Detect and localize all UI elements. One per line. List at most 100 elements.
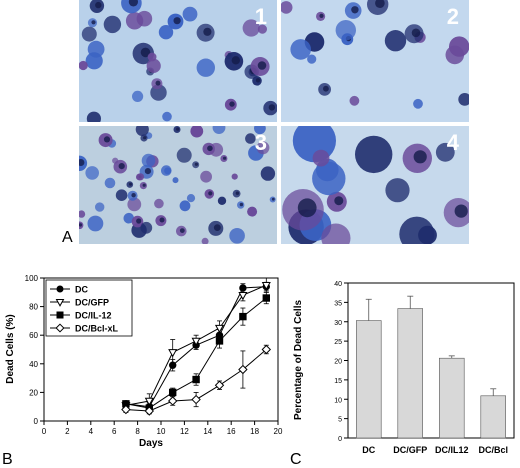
data-point: [167, 396, 178, 406]
cell: [103, 15, 122, 34]
line-chart-y-label: Dead Cells (%): [5, 314, 16, 383]
cell: [231, 173, 238, 180]
line-chart-x-label: Days: [139, 438, 163, 449]
cell: [201, 237, 209, 244]
cell: [307, 54, 317, 64]
cell: [154, 198, 164, 209]
cell: [281, 1, 293, 14]
cell: [85, 166, 99, 180]
panel-letter-a: A: [62, 229, 73, 246]
cell: [86, 111, 101, 122]
y-tick-label: 20: [334, 359, 342, 366]
cell: [95, 202, 105, 212]
data-point: [214, 324, 225, 334]
data-point: [238, 291, 248, 301]
series-dc-bcl-xl: [121, 344, 272, 416]
cell: [172, 177, 179, 184]
bar-chart: 0 5 10 15 20 25 30 35 40 DC DC/GFP DC/IL12 DC/Bcl Pe…: [290, 281, 515, 468]
cell-nucleus: [194, 162, 198, 166]
cell: [200, 170, 212, 183]
cell: [445, 45, 465, 65]
bar-chart-y-label: Percentage of Dead Cells: [293, 300, 304, 420]
x-tick-label: 12: [180, 427, 189, 436]
line-chart-legend: DC DC/GFP DC/IL-12 DC/Bcl-xL: [45, 279, 133, 337]
cell-nucleus: [271, 197, 275, 201]
micrograph-label-4: 4: [446, 130, 459, 155]
y-tick-label: 10: [334, 397, 342, 404]
bar-chart-tick-labels: 0 5 10 15 20 25 30 35 40 DC DC/GFP DC/IL12 DC/Bcl: [334, 281, 508, 455]
cell: [115, 189, 128, 201]
y-tick-label: 40: [29, 360, 38, 369]
data-point: [56, 285, 64, 293]
category-label: DC: [362, 445, 375, 455]
cell: [79, 60, 88, 71]
cell: [136, 173, 145, 181]
y-tick-label: 40: [334, 281, 342, 288]
x-tick-label: 20: [274, 427, 283, 436]
cell-nucleus: [173, 17, 181, 25]
data-point: [261, 344, 272, 355]
cell: [141, 153, 156, 168]
data-point: [168, 349, 178, 358]
cell: [385, 178, 410, 203]
cell: [458, 93, 469, 106]
cell: [217, 196, 227, 205]
cell-nucleus: [223, 156, 227, 160]
y-tick-label: 100: [25, 274, 39, 283]
data-point: [239, 312, 247, 321]
x-tick-label: 4: [89, 427, 94, 436]
cell-nucleus: [155, 80, 161, 86]
cell: [355, 135, 393, 174]
cell-nucleus: [235, 191, 240, 195]
cell-nucleus: [411, 28, 421, 38]
legend-label: DC/IL-12: [75, 311, 112, 321]
cell: [349, 95, 360, 106]
cell-nucleus: [103, 136, 111, 143]
cell: [321, 223, 351, 244]
cell: [190, 126, 204, 138]
cell-nucleus: [91, 20, 96, 25]
cell: [146, 58, 161, 73]
cell-nucleus: [207, 145, 213, 152]
y-tick-label: 80: [29, 303, 38, 312]
line-chart-axes: [40, 277, 279, 425]
line-chart: 0 2 4 6 8 10 12 14 16 18 20 0 20 40 60 80 100 Days Dead …: [2, 274, 283, 468]
x-tick-label: 16: [227, 427, 236, 436]
y-tick-label: 20: [29, 388, 38, 397]
cell: [87, 40, 105, 58]
cell-nucleus: [136, 218, 142, 224]
micrograph-label-2: 2: [446, 4, 459, 29]
micrograph-label-1: 1: [254, 4, 267, 29]
x-tick-label: 10: [157, 427, 166, 436]
cell: [435, 142, 455, 162]
data-point: [261, 281, 271, 291]
cell-nucleus: [140, 47, 151, 58]
cell: [212, 126, 226, 134]
y-tick-label: 0: [338, 436, 342, 443]
category-label: DC/Bcl: [478, 445, 508, 455]
category-label: DC/IL12: [435, 445, 469, 455]
category-label: DC/GFP: [393, 445, 427, 455]
cell-nucleus: [351, 6, 359, 14]
panel-letter-c: C: [290, 451, 302, 468]
cell-nucleus: [179, 228, 185, 233]
cell: [256, 141, 270, 155]
data-point: [191, 394, 201, 405]
cell: [104, 177, 116, 189]
micrograph-3: 3: [79, 126, 277, 244]
cell-nucleus: [323, 85, 329, 92]
legend-label: DC: [75, 285, 88, 295]
cell-nucleus: [176, 127, 180, 131]
y-tick-label: 60: [29, 331, 38, 340]
cell: [254, 126, 266, 135]
cell: [87, 215, 104, 232]
cell: [176, 147, 192, 163]
micrograph-2: 2: [281, 0, 469, 122]
cell: [312, 149, 330, 167]
data-point: [169, 388, 177, 397]
micrograph-4: 4: [281, 126, 469, 244]
cell: [257, 24, 267, 34]
cell: [196, 58, 215, 77]
cell: [399, 216, 435, 244]
cell-nucleus: [128, 0, 138, 7]
